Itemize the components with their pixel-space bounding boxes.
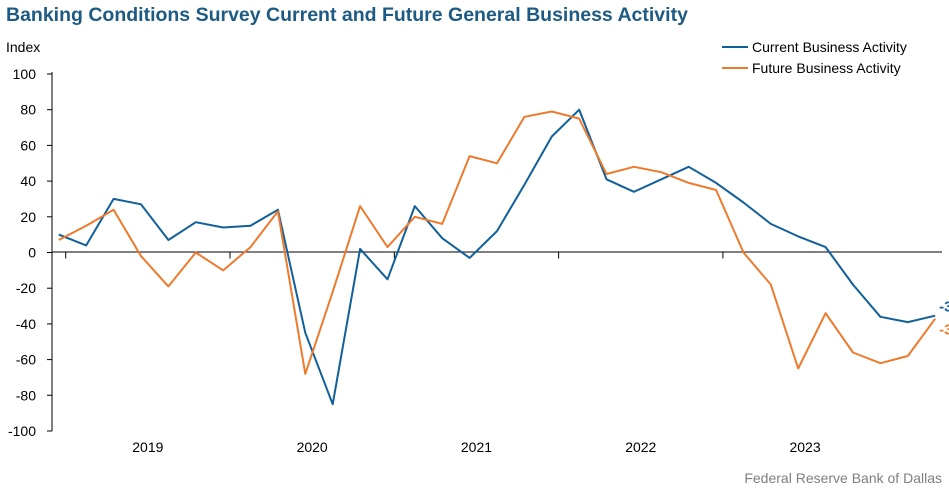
y-axis-ticks: 100 80 60 40 20 0 -20 -40 -60 -80 -100 [8,66,52,439]
end-value-label: -37.1 [939,322,949,339]
legend-label: Future Business Activity [752,60,901,76]
x-tick-label: 2023 [789,439,820,455]
series-line-current [58,108,936,406]
x-tick-label: 2020 [297,439,328,455]
y-tick-label: 0 [28,245,36,261]
y-axis-title: Index [6,39,40,55]
y-tick-label: -80 [16,387,36,403]
series-line-future [58,110,937,375]
legend: Current Business Activity Future Business… [722,39,907,76]
y-tick-label: -20 [16,280,36,296]
series-lines [58,108,937,406]
end-labels: -35.4 -37.1 [939,299,949,339]
source-note: Federal Reserve Bank of Dallas [744,470,942,486]
x-tick-label: 2022 [625,439,656,455]
x-axis-ticks: 2019 2020 2021 2022 2023 [65,252,821,455]
end-value-label: -35.4 [939,299,949,316]
y-tick-label: -40 [16,316,36,332]
legend-label: Current Business Activity [752,39,907,55]
x-tick-label: 2021 [461,439,492,455]
x-tick-label: 2019 [132,439,163,455]
y-tick-label: -100 [8,423,36,439]
y-tick-label: 40 [20,173,36,189]
y-tick-label: 80 [20,102,36,118]
y-tick-label: 100 [13,66,37,82]
y-tick-label: 20 [20,209,36,225]
y-tick-label: -60 [16,352,36,368]
chart-title: Banking Conditions Survey Current and Fu… [6,4,688,26]
y-tick-label: 60 [20,137,36,153]
